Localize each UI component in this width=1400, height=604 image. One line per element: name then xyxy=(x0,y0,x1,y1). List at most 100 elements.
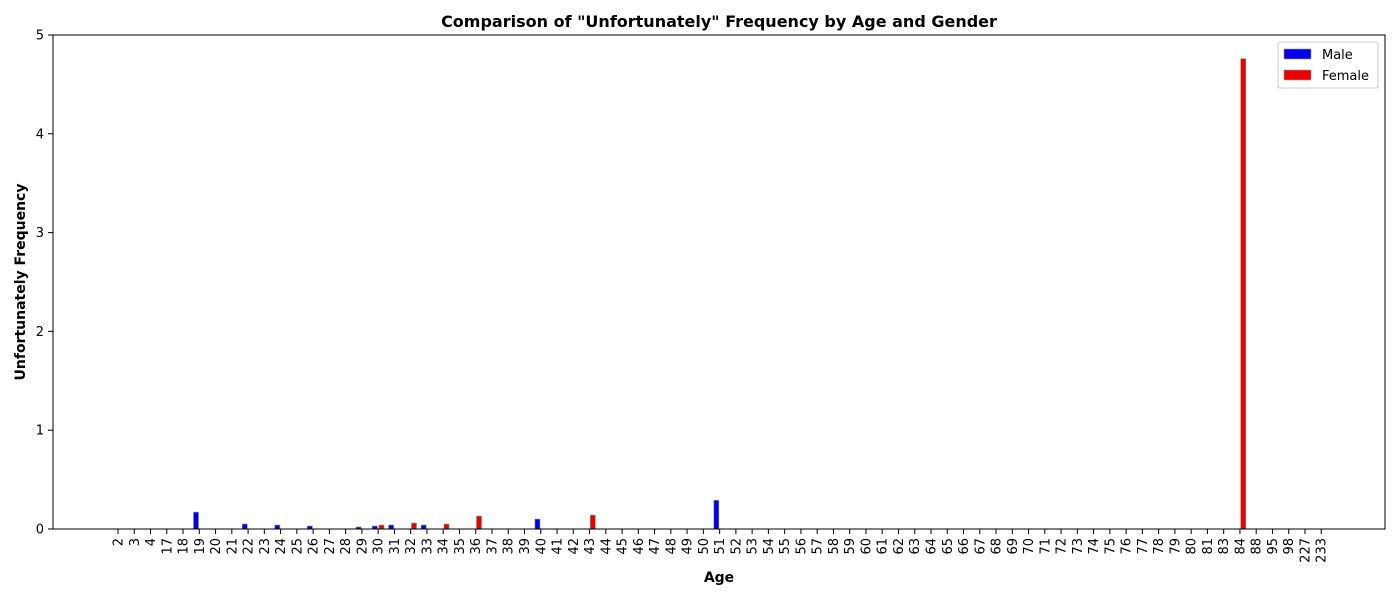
x-tick-label: 227 xyxy=(1298,538,1313,563)
bar-male-31 xyxy=(388,524,394,530)
x-tick-label: 80 xyxy=(1185,538,1200,555)
x-tick-label: 2 xyxy=(112,538,127,546)
x-tick-label: 27 xyxy=(323,538,338,555)
x-tick-label: 47 xyxy=(648,538,663,555)
bar-male-51 xyxy=(713,500,720,530)
x-tick-label: 28 xyxy=(339,538,354,555)
x-tick-label: 34 xyxy=(437,538,452,555)
x-tick-label: 52 xyxy=(729,538,744,555)
x-tick-label: 63 xyxy=(908,538,923,555)
bar-male-24 xyxy=(274,524,281,530)
x-tick-label: 88 xyxy=(1250,538,1265,555)
x-tick-label: 62 xyxy=(892,538,907,555)
x-tick-label: 35 xyxy=(453,538,468,555)
plot-frame xyxy=(52,34,1386,530)
x-tick-label: 22 xyxy=(242,538,257,555)
legend-label-male: Male xyxy=(1322,48,1353,63)
x-tick-label: 54 xyxy=(762,538,777,555)
x-tick-label: 72 xyxy=(1055,538,1070,555)
x-tick-label: 233 xyxy=(1315,538,1330,563)
y-tick-label: 5 xyxy=(36,29,44,44)
x-tick-label: 61 xyxy=(876,538,891,555)
x-tick-label: 46 xyxy=(632,538,647,555)
x-tick-label: 30 xyxy=(372,538,387,555)
bar-female-43 xyxy=(590,514,596,530)
x-tick-label: 19 xyxy=(193,538,208,555)
x-tick-label: 53 xyxy=(746,538,761,555)
x-axis-label: Age xyxy=(704,570,734,586)
y-axis-ticks: 0 1 2 3 4 5 xyxy=(36,29,53,538)
x-tick-label: 66 xyxy=(957,538,972,555)
x-tick-label: 40 xyxy=(534,538,549,555)
x-tick-label: 20 xyxy=(209,538,224,555)
x-tick-label: 25 xyxy=(290,538,305,555)
bar-male-19 xyxy=(193,511,199,530)
x-tick-label: 38 xyxy=(502,538,517,555)
x-tick-label: 60 xyxy=(859,538,874,555)
legend: Male Female xyxy=(1277,41,1379,89)
legend-swatch-male xyxy=(1283,48,1312,60)
x-tick-label: 79 xyxy=(1168,538,1183,555)
x-tick-label: 65 xyxy=(941,538,956,555)
y-tick-label: 3 xyxy=(36,226,44,241)
bar-male-22 xyxy=(241,523,248,530)
x-tick-label: 49 xyxy=(681,538,696,555)
x-axis-ticks: 2 3 4 17 18 19 20 21 22 23 24 25 26 27 28 29 30 31 32 33 34 3… xyxy=(112,529,1330,563)
x-tick-label: 70 xyxy=(1022,538,1037,555)
x-tick-label: 55 xyxy=(778,538,793,555)
x-tick-label: 23 xyxy=(258,538,273,555)
x-tick-label: 4 xyxy=(144,538,159,546)
bar-female-34 xyxy=(443,523,450,530)
x-tick-label: 69 xyxy=(1006,538,1021,555)
bar-female-36 xyxy=(476,515,482,530)
x-tick-label: 58 xyxy=(827,538,842,555)
x-tick-label: 43 xyxy=(583,538,598,555)
x-tick-label: 50 xyxy=(697,538,712,555)
x-tick-label: 32 xyxy=(404,538,419,555)
x-tick-label: 76 xyxy=(1120,538,1135,555)
y-tick-label: 2 xyxy=(36,325,44,340)
x-tick-label: 29 xyxy=(355,538,370,555)
x-tick-label: 44 xyxy=(599,538,614,555)
x-tick-label: 42 xyxy=(567,538,582,555)
y-tick-label: 0 xyxy=(36,523,44,538)
x-tick-label: 45 xyxy=(616,538,631,555)
bar-male-33 xyxy=(420,524,427,530)
x-tick-label: 67 xyxy=(973,538,988,555)
x-tick-label: 71 xyxy=(1038,538,1053,555)
x-tick-label: 39 xyxy=(518,538,533,555)
x-tick-label: 75 xyxy=(1103,538,1118,555)
y-axis-label: Unfortunately Frequency xyxy=(13,184,29,381)
x-tick-label: 56 xyxy=(794,538,809,555)
x-tick-label: 74 xyxy=(1087,538,1102,555)
x-tick-label: 18 xyxy=(177,538,192,555)
x-tick-label: 41 xyxy=(551,538,566,555)
x-tick-label: 77 xyxy=(1136,538,1151,555)
x-tick-label: 73 xyxy=(1071,538,1086,555)
x-tick-label: 37 xyxy=(485,538,500,555)
x-tick-label: 81 xyxy=(1201,538,1216,555)
x-tick-label: 95 xyxy=(1266,538,1281,555)
y-tick-label: 4 xyxy=(36,127,44,142)
x-tick-label: 68 xyxy=(990,538,1005,555)
x-tick-label: 51 xyxy=(713,538,728,555)
x-tick-label: 36 xyxy=(469,538,484,555)
legend-label-female: Female xyxy=(1322,69,1369,84)
x-tick-label: 3 xyxy=(128,538,143,546)
bar-female-32 xyxy=(411,522,417,530)
x-tick-label: 78 xyxy=(1152,538,1167,555)
y-tick-label: 1 xyxy=(36,424,44,439)
bars xyxy=(193,58,1247,530)
x-tick-label: 83 xyxy=(1217,538,1232,555)
bar-male-40 xyxy=(534,518,541,530)
bar-female-30 xyxy=(378,524,385,530)
x-tick-label: 48 xyxy=(664,538,679,555)
legend-swatch-female xyxy=(1283,69,1312,81)
x-tick-label: 24 xyxy=(274,538,289,555)
x-tick-label: 64 xyxy=(925,538,940,555)
x-tick-label: 84 xyxy=(1233,538,1248,555)
x-tick-label: 98 xyxy=(1282,538,1297,555)
x-tick-label: 57 xyxy=(811,538,826,555)
